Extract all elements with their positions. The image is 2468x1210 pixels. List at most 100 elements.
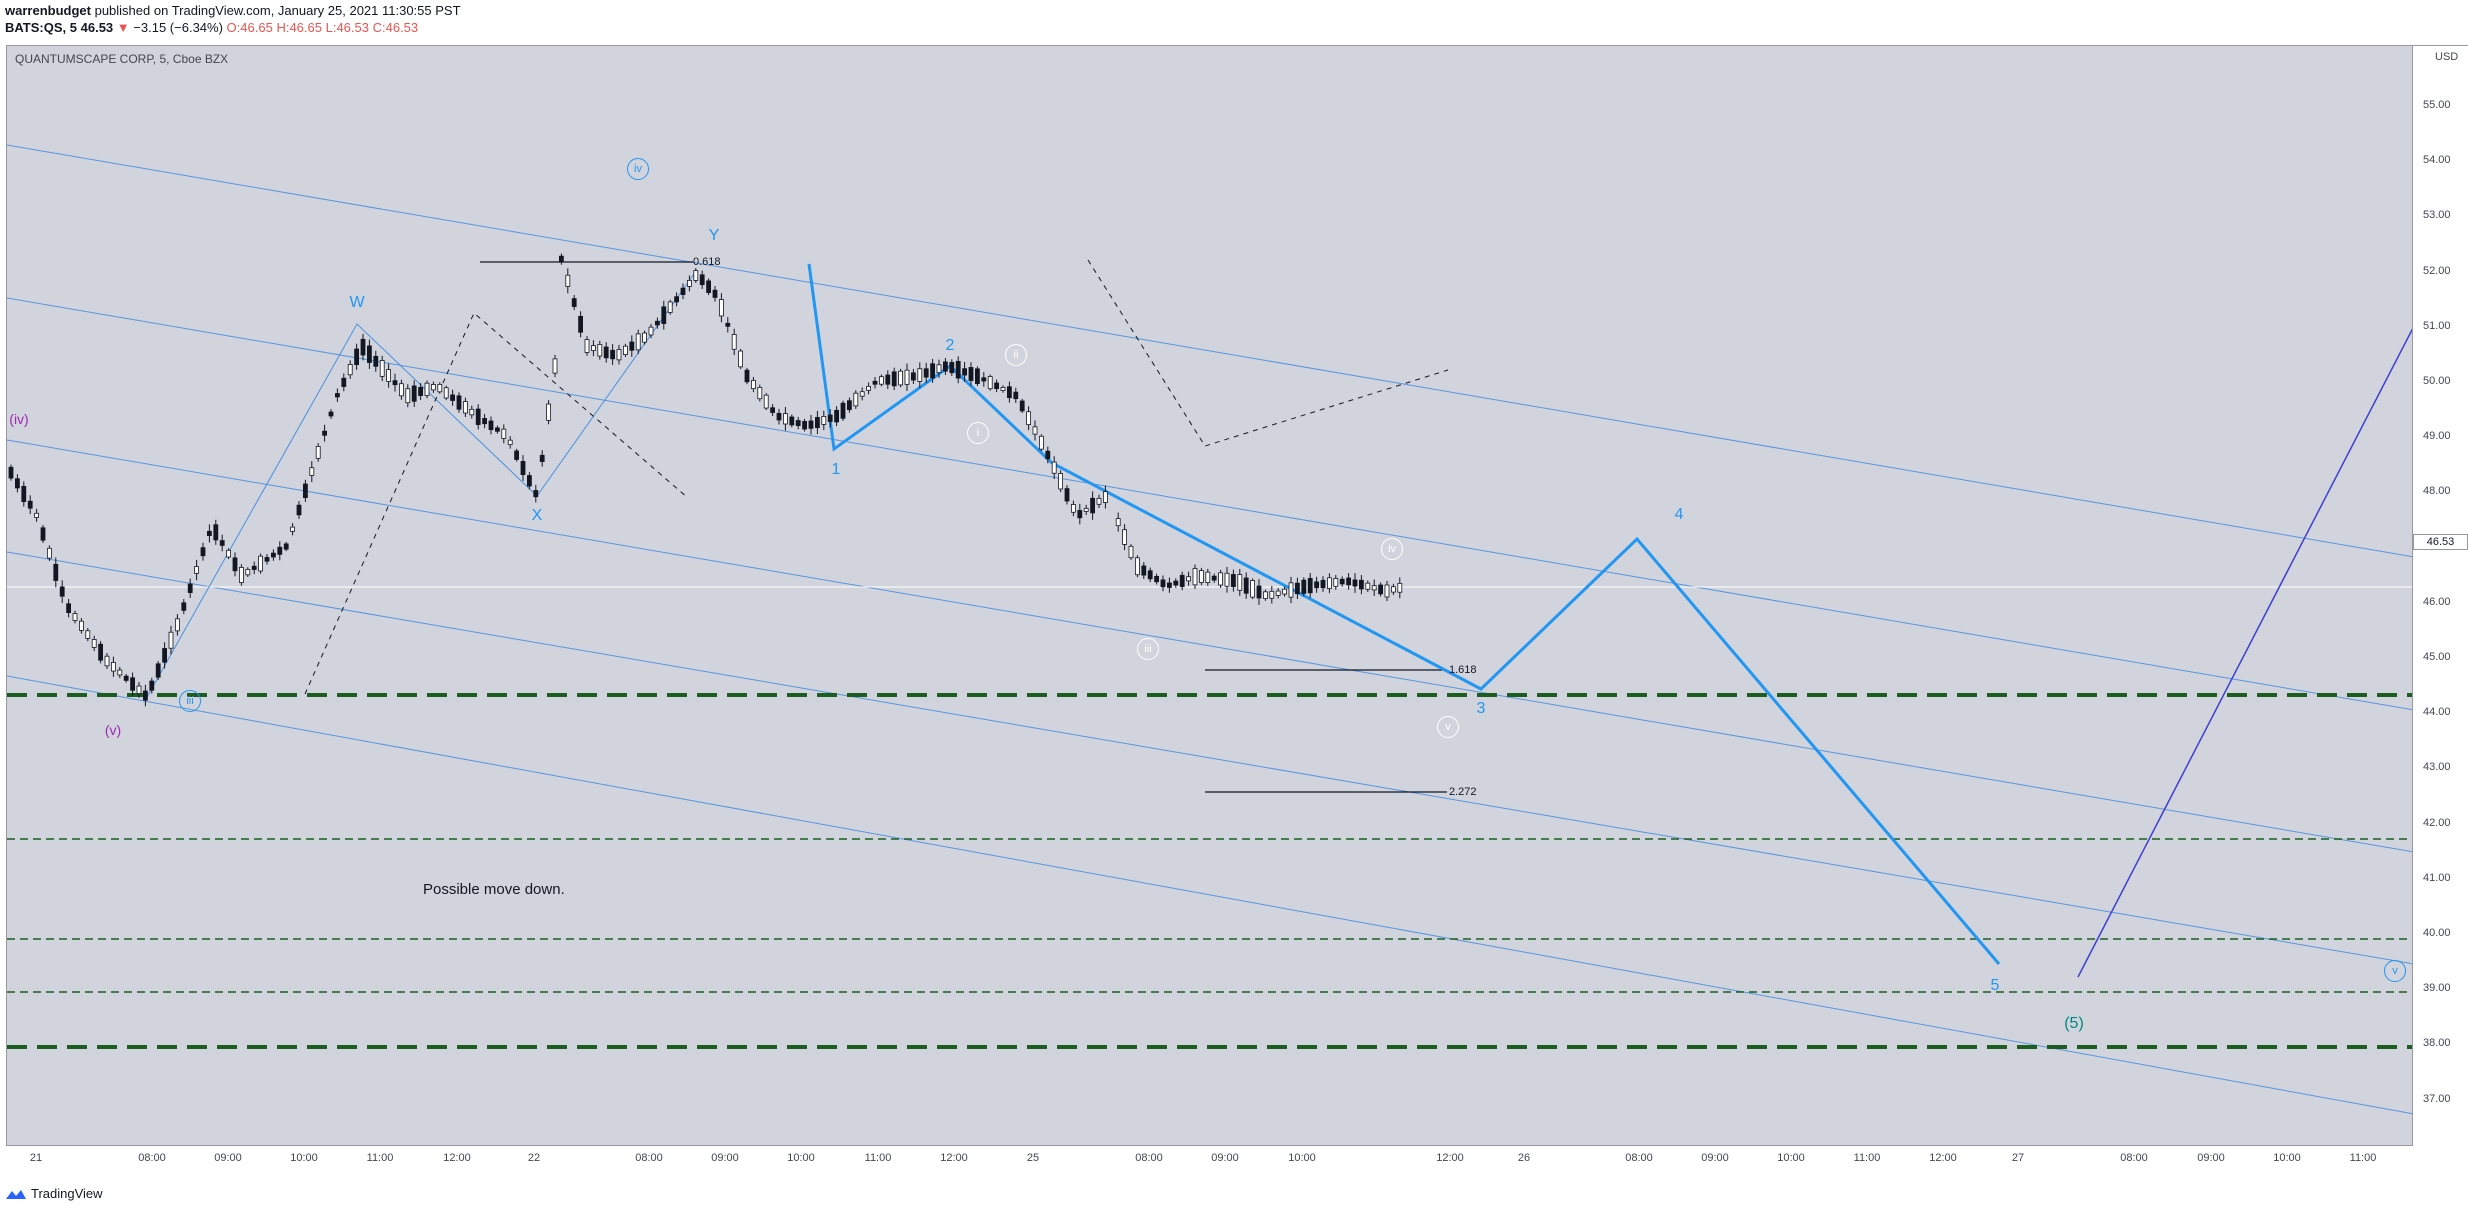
candle-body <box>872 380 878 385</box>
price-tick-label: 45.00 <box>2423 651 2451 663</box>
time-tick-label: 10:00 <box>290 1152 318 1164</box>
price-tick-label: 52.00 <box>2423 264 2451 277</box>
candle-body <box>1243 577 1249 594</box>
candle-body <box>123 675 129 681</box>
time-tick-label: 12:00 <box>1929 1152 1957 1164</box>
candle-body <box>53 563 59 581</box>
wave-label-5: 5 <box>1990 977 2000 994</box>
time-tick-label: 26 <box>1517 1152 1531 1164</box>
chart-pane[interactable]: QUANTUMSCAPE CORP, 5, Cboe BZX Possible … <box>6 45 2413 1146</box>
candle-body <box>808 420 814 429</box>
candle-body <box>1314 581 1319 589</box>
candle-body <box>79 620 84 631</box>
candle-body <box>290 526 296 532</box>
channel-line-5 <box>7 675 2412 1115</box>
candle-body <box>661 306 667 324</box>
candle-body <box>904 369 910 385</box>
price-tick-label: 46.00 <box>2423 595 2451 608</box>
wave-circle-v-blue: v <box>2384 960 2406 982</box>
candle-body <box>258 555 264 572</box>
candle-body <box>648 326 654 336</box>
candle-body <box>1096 497 1102 505</box>
candle-body <box>181 602 187 611</box>
candle-body <box>34 512 40 518</box>
candle-body <box>936 364 942 373</box>
candle-body <box>629 341 635 351</box>
candle-body <box>1090 497 1095 514</box>
wave-circle-ii-white: ii <box>1005 344 1027 366</box>
candle-body <box>1026 411 1031 426</box>
time-tick-label: 09:00 <box>1701 1152 1729 1164</box>
candle-body <box>1122 529 1127 545</box>
tradingview-brand[interactable]: TradingView <box>5 1186 103 1201</box>
candle-body <box>168 631 174 649</box>
candle-body <box>475 408 481 425</box>
candle-body <box>1160 579 1166 588</box>
candle-body <box>392 380 398 386</box>
wave-label-1: 1 <box>831 461 841 478</box>
candle-body <box>1339 578 1345 585</box>
candle-body <box>981 377 987 382</box>
time-tick-label: 08:00 <box>1135 1152 1163 1164</box>
time-tick-label: 12:00 <box>940 1152 968 1164</box>
candle-body <box>1135 557 1140 576</box>
candle-body <box>533 490 539 498</box>
candle-body <box>770 407 775 413</box>
wave-circle-iv-white: iv <box>1381 538 1403 560</box>
candle-body <box>859 391 865 397</box>
candle-body <box>968 367 974 381</box>
candle-body <box>667 301 673 313</box>
dashed-projection-2 <box>1087 259 1449 447</box>
candle-body <box>270 552 276 558</box>
price-axis[interactable]: USD 55.00 54.00 53.00 52.00 51.00 50.00 49.00 4… <box>2413 45 2468 1146</box>
candle-body <box>437 383 443 393</box>
candle-body <box>693 270 699 281</box>
candle-body <box>1167 582 1172 588</box>
candle-body <box>687 280 692 287</box>
candle-body <box>1365 582 1371 590</box>
candle-body <box>1359 579 1364 590</box>
candle-body <box>245 569 251 576</box>
candle-body <box>366 345 372 363</box>
candle-body <box>725 322 731 327</box>
candle-body <box>488 420 494 431</box>
candle-body <box>962 368 967 376</box>
candle-body <box>1218 572 1223 586</box>
candle-body <box>731 334 737 350</box>
axis-unit: USD <box>2435 51 2459 63</box>
candle-body <box>866 385 871 391</box>
candle-body <box>91 639 97 648</box>
time-tick-label: 25 <box>1026 1152 1040 1164</box>
candle-body <box>1103 491 1108 503</box>
time-tick-label: 09:00 <box>1211 1152 1239 1164</box>
candle-body <box>206 530 212 536</box>
candle-body <box>309 467 315 476</box>
candle-body <box>405 388 411 404</box>
author-name[interactable]: warrenbudget <box>5 3 91 18</box>
candle-body <box>840 402 846 419</box>
candle-body <box>1391 586 1396 593</box>
dashed-projection-1 <box>304 312 689 695</box>
candle-body <box>1147 570 1153 580</box>
candle-body <box>1077 510 1083 519</box>
candle-body <box>1256 585 1262 599</box>
time-tick-label: 12:00 <box>443 1152 471 1164</box>
candle-body <box>341 377 347 387</box>
time-tick-label: 11:00 <box>1853 1152 1881 1164</box>
symbol-label: QUANTUMSCAPE CORP, 5, Cboe BZX <box>15 52 229 66</box>
price-tick-label: 54.00 <box>2423 154 2451 167</box>
price-tick-label: 50.00 <box>2423 375 2451 387</box>
wave-label-y: Y <box>708 227 720 244</box>
candle-body <box>827 414 833 422</box>
channel-line-1 <box>7 144 2412 558</box>
candle-body <box>315 446 321 459</box>
candle-body <box>763 394 769 409</box>
candle-body <box>59 586 65 597</box>
candle-body <box>546 403 551 421</box>
candle-body <box>943 361 948 372</box>
candle-body <box>213 524 219 541</box>
candle-body <box>1237 574 1243 591</box>
candle-body <box>354 348 360 365</box>
time-tick-label: 09:00 <box>2197 1152 2225 1164</box>
fib-label-0618: 0.618 <box>693 256 721 268</box>
